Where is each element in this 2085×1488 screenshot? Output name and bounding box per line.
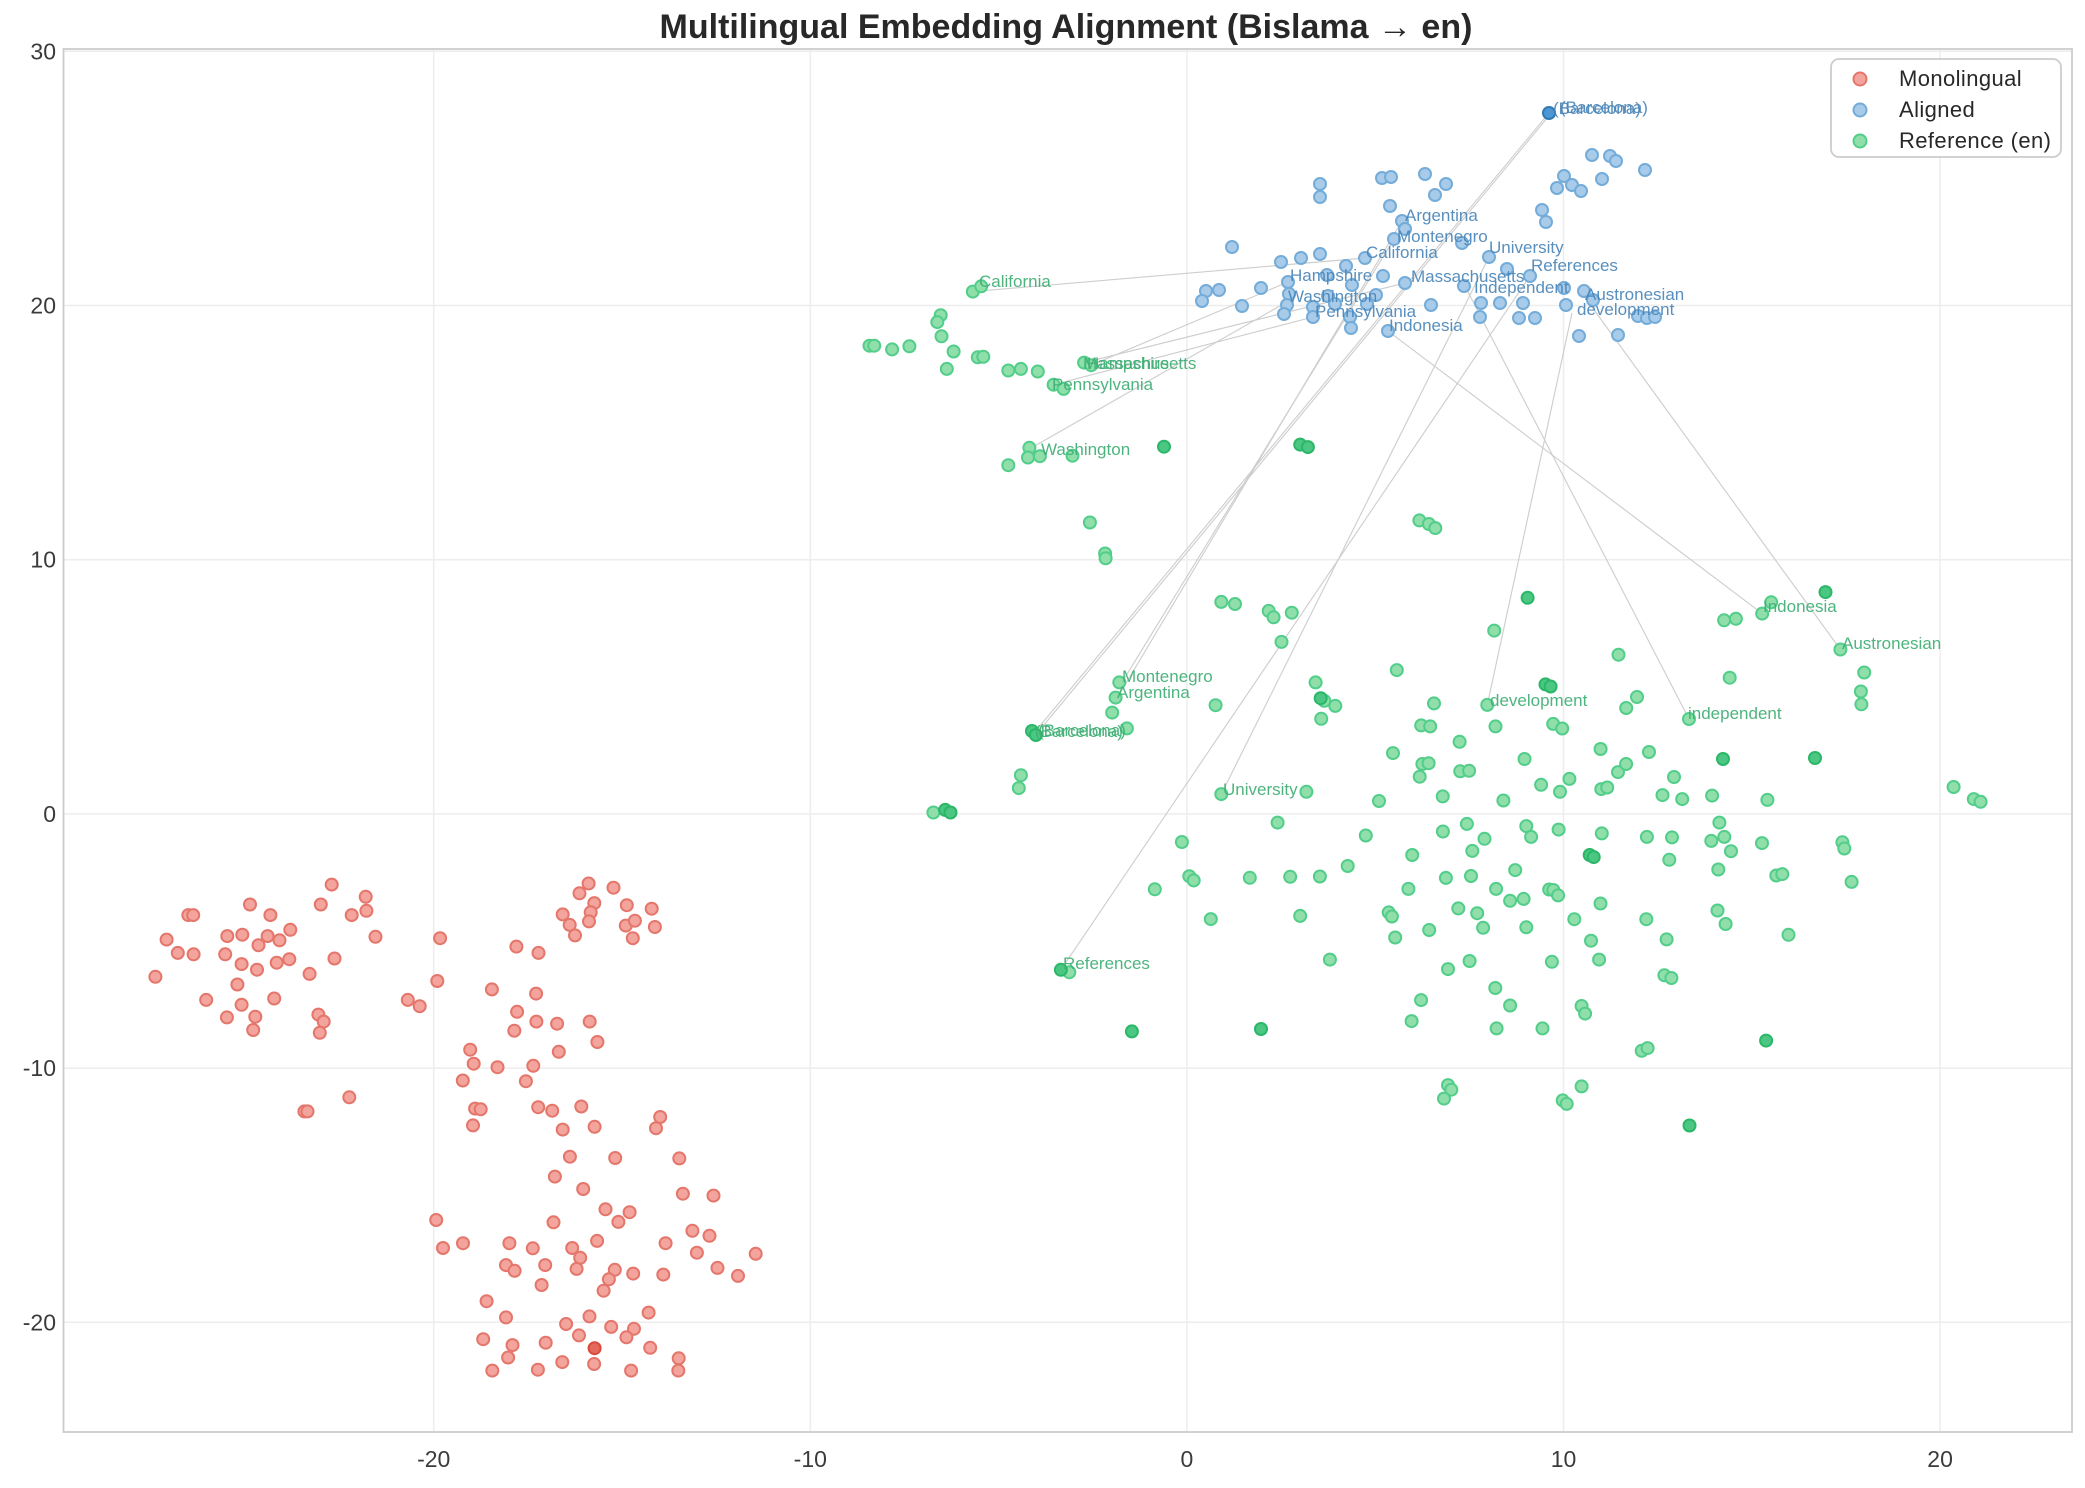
svg-text:-20: -20 [23,1309,56,1335]
svg-text:20: 20 [30,293,56,319]
svg-text:Multilingual Embedding Alignme: Multilingual Embedding Alignment (Bislam… [660,8,1473,46]
svg-text:Pennsylvania: Pennsylvania [1315,302,1417,321]
svg-text:(Barcelona): (Barcelona) [1038,721,1126,740]
svg-text:30: 30 [30,38,56,64]
svg-text:(Barcelona): (Barcelona) [1035,722,1123,741]
svg-text:Monolingual: Monolingual [1899,66,2022,91]
svg-text:Austronesian: Austronesian [1585,285,1684,304]
svg-text:10: 10 [30,547,56,573]
svg-text:Pennsylvania: Pennsylvania [1052,375,1154,394]
svg-text:independent: independent [1688,704,1782,723]
svg-text:University: University [1223,780,1298,799]
svg-text:References: References [1531,256,1618,275]
svg-text:Reference (en): Reference (en) [1899,128,2051,153]
svg-text:-10: -10 [23,1055,56,1081]
svg-text:Independent: Independent [1474,278,1569,297]
svg-text:Aligned: Aligned [1899,97,1975,122]
svg-text:-10: -10 [794,1446,827,1472]
svg-text:Montenegro: Montenegro [1397,227,1488,246]
svg-text:Indonesia: Indonesia [1763,597,1837,616]
svg-text:Indonesia: Indonesia [1389,316,1463,335]
svg-text:Montenegro: Montenegro [1122,667,1213,686]
svg-text:0: 0 [1181,1446,1194,1472]
svg-text:Argentina: Argentina [1405,206,1478,225]
svg-text:University: University [1489,238,1564,257]
svg-text:(Barcelona): (Barcelona) [1560,98,1648,117]
svg-text:Hampshire: Hampshire [1290,266,1372,285]
svg-text:development: development [1577,300,1675,319]
svg-text:0: 0 [43,801,56,827]
svg-text:-20: -20 [417,1446,450,1472]
svg-text:California: California [979,272,1051,291]
svg-text:Hampshire: Hampshire [1087,354,1169,373]
svg-text:(Barcelona): (Barcelona) [1553,99,1641,118]
svg-text:References: References [1063,954,1150,973]
svg-text:development: development [1490,691,1588,710]
svg-text:Washington: Washington [1041,440,1130,459]
svg-text:Massachusetts: Massachusetts [1083,354,1196,373]
svg-text:California: California [1366,243,1438,262]
svg-text:Washington: Washington [1288,287,1377,306]
svg-text:20: 20 [1927,1446,1953,1472]
svg-text:10: 10 [1551,1446,1577,1472]
svg-text:Massachusetts: Massachusetts [1411,267,1524,286]
svg-text:Austronesian: Austronesian [1842,634,1941,653]
svg-text:Argentina: Argentina [1117,683,1190,702]
